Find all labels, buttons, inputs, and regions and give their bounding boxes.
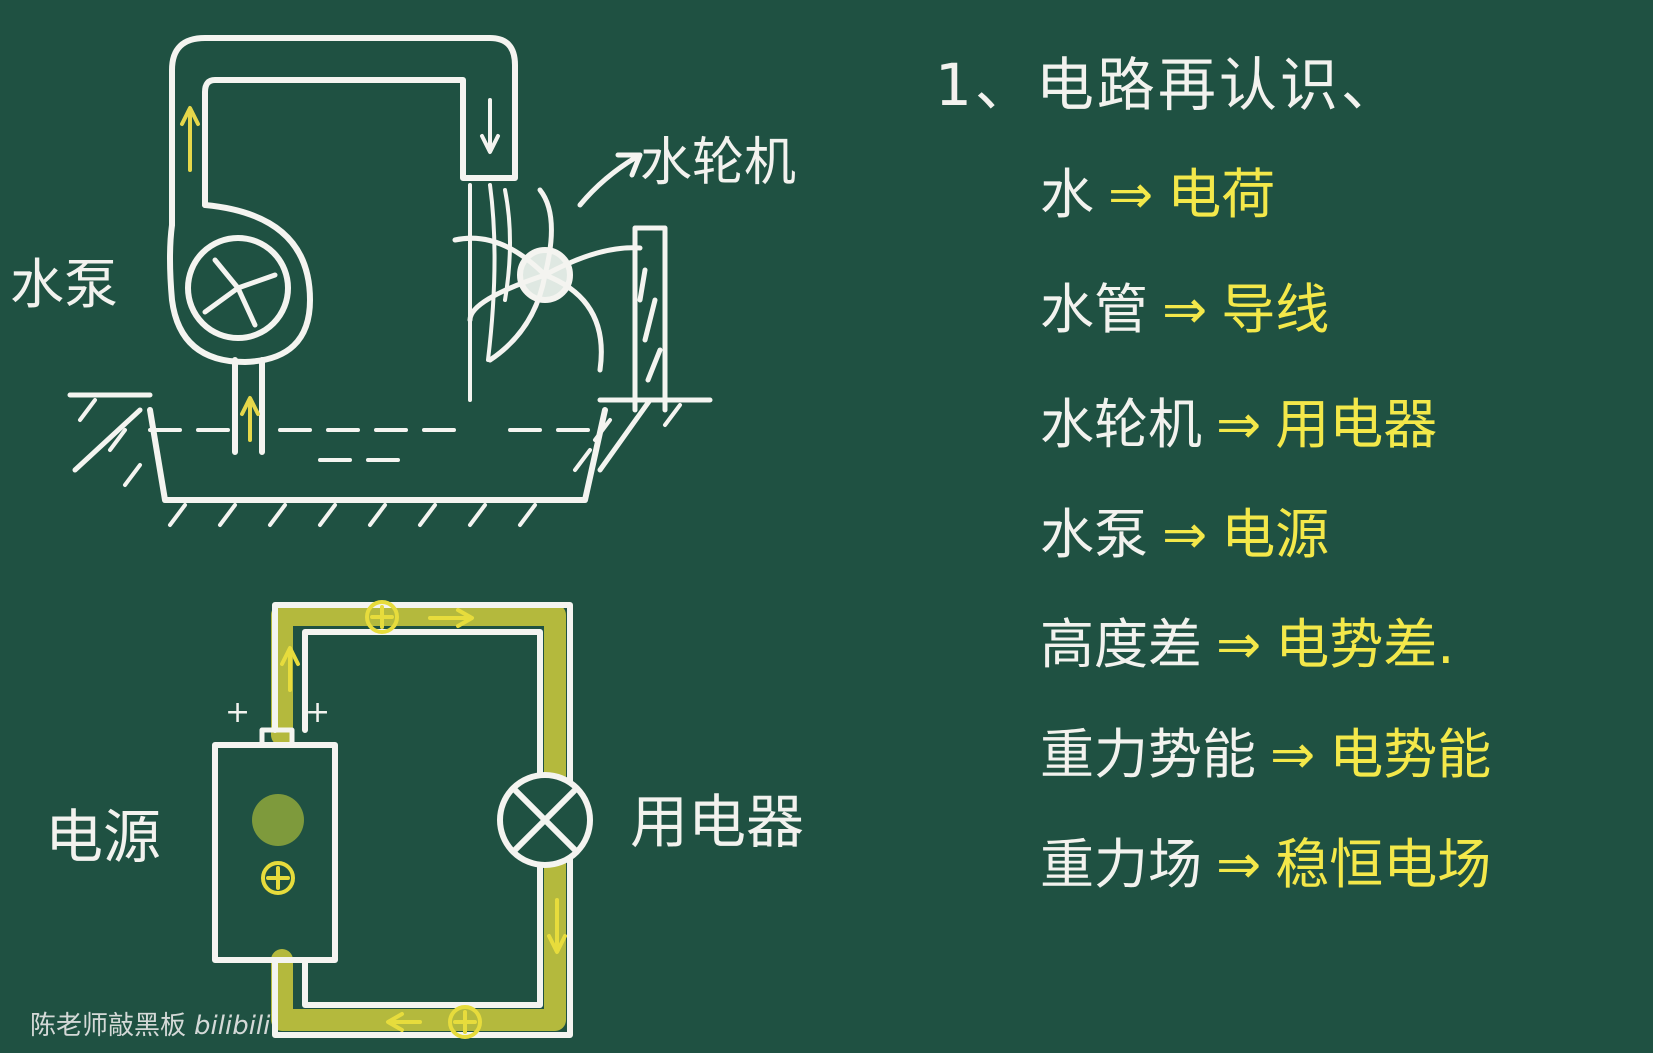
watermark-channel-name: 陈老师敲黑板 — [30, 1011, 187, 1041]
source-charge-blob — [252, 794, 304, 846]
lamp-cross — [512, 787, 578, 853]
analogy-electric-term: 电源 — [1221, 503, 1330, 566]
source-plus-right: + — [305, 695, 331, 730]
analogy-electric-term: 稳恒电场 — [1275, 833, 1492, 896]
analogy-arrow: ⇒ — [1216, 393, 1262, 456]
analogy-electric-term: 电势差. — [1275, 613, 1455, 676]
flow-arrow-down — [480, 98, 500, 154]
analogy-electric-term: 电势能 — [1329, 723, 1492, 786]
ground-left — [67, 392, 153, 473]
flow-arrow-up — [180, 106, 200, 172]
analogy-row: 水轮机 ⇒ 用电器 — [1040, 380, 1437, 459]
pump-label: 水泵 — [10, 253, 118, 316]
current-arrow-left — [280, 646, 300, 692]
current-arrow-bottom — [386, 1012, 422, 1032]
analogy-water-term: 水泵 — [1040, 503, 1148, 566]
analogy-electric-term: 电荷 — [1167, 163, 1276, 226]
analogy-water-term: 重力场 — [1040, 833, 1202, 896]
current-arrow-right — [547, 898, 567, 954]
lesson-heading: 1、电路再认识、 — [935, 51, 1402, 119]
analogy-row: 水泵 ⇒ 电源 — [1040, 490, 1329, 569]
analogy-row: 水管 ⇒ 导线 — [1040, 265, 1329, 344]
turbine-stand — [632, 225, 668, 413]
turbine-blades — [452, 187, 643, 373]
power-source-box — [212, 742, 338, 963]
analogy-row: 重力势能 ⇒ 电势能 — [1040, 710, 1491, 789]
water-surface — [148, 428, 592, 462]
analogy-arrow: ⇒ — [1162, 278, 1208, 341]
pump-intake-pipe — [232, 357, 265, 455]
appliance-label: 用电器 — [630, 788, 805, 856]
ground-right — [597, 397, 713, 473]
analogy-electric-term: 用电器 — [1275, 393, 1438, 456]
flow-arrow-intake — [240, 396, 260, 442]
analogy-water-term: 高度差 — [1040, 613, 1202, 676]
analogy-row: 水 ⇒ 电荷 — [1040, 150, 1275, 229]
source-positive-charge — [261, 861, 295, 895]
analogy-row: 高度差 ⇒ 电势差. — [1040, 600, 1454, 679]
analogy-arrow: ⇒ — [1108, 163, 1154, 226]
water-pipe-outer — [169, 35, 518, 228]
charge-bottom — [448, 1005, 482, 1039]
basin-wall — [147, 407, 608, 503]
analogy-water-term: 重力势能 — [1040, 723, 1256, 786]
source-plus-left: + — [225, 695, 251, 730]
power-source-label: 电源 — [45, 803, 162, 871]
current-arrow-top — [428, 608, 474, 628]
turbine-label-arrow — [577, 152, 643, 208]
channel-watermark: 陈老师敲黑板 bilibili — [30, 1005, 270, 1042]
bilibili-logo: bilibili — [194, 1011, 271, 1041]
analogy-arrow: ⇒ — [1216, 613, 1262, 676]
source-terminal — [259, 727, 295, 748]
electric-circuit-diagram — [212, 600, 593, 1039]
charge-top — [365, 600, 399, 634]
analogy-water-term: 水轮机 — [1040, 393, 1202, 456]
analogy-row: 重力场 ⇒ 稳恒电场 — [1040, 820, 1491, 899]
analogy-arrow: ⇒ — [1216, 833, 1262, 896]
water-circuit-diagram — [67, 35, 713, 527]
analogy-arrow: ⇒ — [1270, 723, 1316, 786]
analogy-electric-term: 导线 — [1221, 278, 1330, 341]
pump-fan-ring — [185, 235, 291, 341]
turbine-label: 水轮机 — [640, 133, 797, 193]
analogy-arrow: ⇒ — [1162, 503, 1208, 566]
pump-fan-blades — [202, 257, 278, 328]
ground-hatching — [78, 398, 682, 527]
analogy-water-term: 水管 — [1040, 278, 1148, 341]
analogy-water-term: 水 — [1040, 163, 1094, 226]
